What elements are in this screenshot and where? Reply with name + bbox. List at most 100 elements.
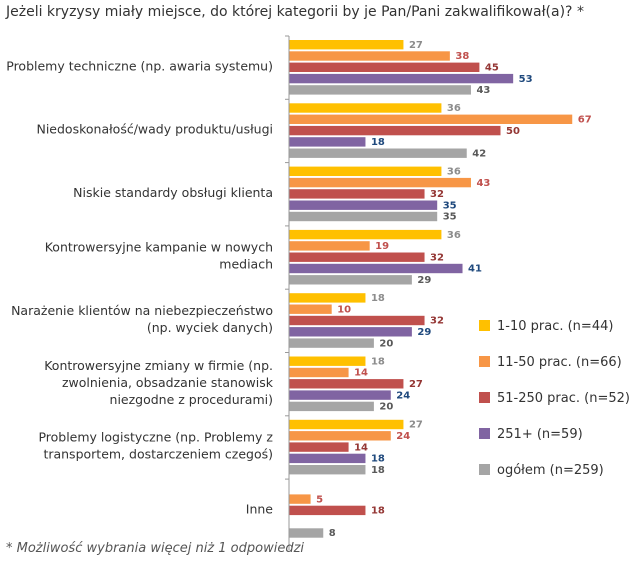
bar [289, 293, 366, 303]
legend-label: 251+ (n=59) [497, 427, 583, 442]
data-label: 20 [379, 402, 393, 413]
legend-swatch [479, 320, 490, 331]
data-label: 50 [506, 126, 520, 137]
bar [289, 494, 311, 504]
category-label: Problemy logistyczne (np. Problemy z [38, 430, 273, 445]
bar [289, 275, 412, 285]
bar [289, 148, 467, 158]
bar [289, 528, 324, 538]
data-label: 29 [417, 327, 431, 338]
data-label: 27 [409, 379, 423, 390]
data-label: 35 [443, 212, 457, 223]
footnote: * Możliwość wybrania więcej niż 1 odpowi… [6, 541, 305, 556]
bar [289, 379, 404, 389]
category-label: Niskie standardy obsługi klienta [73, 185, 273, 200]
data-label: 35 [443, 200, 457, 211]
category-label: Inne [246, 501, 274, 516]
data-label: 27 [409, 40, 423, 51]
bar [289, 211, 438, 222]
bar [289, 419, 404, 430]
bar [289, 442, 349, 452]
bar [289, 125, 501, 136]
legend-swatch [479, 392, 490, 403]
bar [289, 338, 374, 348]
bar [289, 367, 349, 378]
bar [289, 453, 366, 464]
category-label: transportem, dostarczeniem czegoś) [43, 447, 273, 462]
bar [289, 431, 391, 441]
bar [289, 327, 412, 337]
data-label: 45 [485, 63, 499, 74]
data-label: 36 [447, 103, 461, 114]
data-label: 53 [519, 74, 533, 85]
data-label: 18 [371, 506, 385, 517]
data-label: 24 [396, 431, 410, 442]
bar [289, 241, 370, 251]
data-label: 38 [455, 51, 469, 62]
bar [289, 390, 391, 400]
data-label: 32 [430, 189, 444, 200]
bar [289, 189, 425, 199]
category-label: niezgodne z procedurami) [110, 392, 273, 407]
data-label: 14 [354, 368, 368, 379]
data-label: 18 [371, 137, 385, 148]
bar [289, 114, 573, 124]
bar [289, 62, 480, 72]
bar [289, 73, 514, 84]
bar [289, 263, 463, 274]
legend-swatch [479, 356, 490, 367]
data-label: 32 [430, 316, 444, 327]
data-label: 18 [371, 454, 385, 465]
bar [289, 401, 374, 412]
data-label: 36 [447, 230, 461, 241]
bar [289, 229, 442, 240]
data-label: 18 [371, 356, 385, 367]
legend-swatch [479, 428, 490, 439]
bar [289, 40, 404, 50]
data-label: 42 [472, 148, 486, 159]
chart-title: Jeżeli kryzysy miały miejsce, do której … [6, 4, 584, 20]
bar [289, 200, 438, 210]
data-label: 27 [409, 420, 423, 431]
category-label: Kontrowersyjne zmiany w firmie (np. [44, 358, 273, 373]
bar [289, 85, 471, 95]
bar [289, 252, 425, 262]
legend-label: 11-50 prac. (n=66) [497, 355, 622, 370]
category-label: Kontrowersyjne kampanie w nowych [45, 240, 273, 255]
category-label: Narażenie klientów na niebezpieczeństwo [11, 303, 273, 318]
category-label: Niedoskonałość/wady produktu/usługi [36, 122, 273, 137]
bar [289, 177, 471, 188]
bar [289, 356, 366, 366]
category-label: mediach [219, 257, 273, 272]
data-label: 36 [447, 167, 461, 178]
data-label: 19 [375, 241, 389, 252]
data-label: 18 [371, 293, 385, 304]
data-label: 43 [476, 178, 490, 189]
data-label: 67 [578, 115, 592, 126]
bar [289, 304, 332, 314]
data-label: 41 [468, 264, 482, 275]
bar [289, 137, 366, 147]
data-label: 32 [430, 252, 444, 263]
data-label: 43 [476, 85, 490, 96]
legend-label: 51-250 prac. (n=52) [497, 391, 630, 406]
data-label: 18 [371, 465, 385, 476]
category-label: Problemy techniczne (np. awaria systemu) [6, 58, 273, 73]
legend-label: 1-10 prac. (n=44) [497, 319, 613, 334]
bar [289, 51, 450, 61]
data-label: 5 [316, 494, 323, 505]
data-label: 24 [396, 390, 410, 401]
data-label: 20 [379, 338, 393, 349]
data-label: 14 [354, 442, 368, 453]
category-label: (np. wyciek danych) [147, 320, 273, 335]
bar [289, 465, 366, 475]
data-label: 8 [329, 528, 336, 539]
legend-swatch [479, 464, 490, 475]
bar [289, 166, 442, 176]
bar [289, 103, 442, 113]
bar [289, 315, 425, 326]
bar [289, 505, 366, 516]
category-label: zwolnienia, obsadzanie stanowisk [62, 375, 274, 390]
legend-label: ogółem (n=259) [497, 463, 604, 478]
